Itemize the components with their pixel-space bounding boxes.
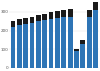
Bar xyxy=(61,10,66,17)
Bar xyxy=(68,17,72,68)
Bar xyxy=(74,49,79,51)
Bar xyxy=(55,18,60,68)
Bar xyxy=(80,40,85,44)
Bar xyxy=(42,14,47,20)
Bar xyxy=(17,19,22,25)
Bar xyxy=(87,17,92,68)
Bar xyxy=(23,24,28,68)
Bar xyxy=(87,10,92,17)
Bar xyxy=(49,19,54,68)
Bar xyxy=(93,2,98,10)
Bar xyxy=(49,12,54,19)
Bar xyxy=(30,23,34,68)
Bar xyxy=(11,27,15,68)
Bar xyxy=(68,9,72,17)
Bar xyxy=(11,21,15,27)
Bar xyxy=(55,11,60,18)
Bar xyxy=(74,51,79,68)
Bar xyxy=(80,44,85,68)
Bar xyxy=(30,17,34,23)
Bar xyxy=(23,18,28,24)
Bar xyxy=(42,20,47,68)
Bar xyxy=(61,17,66,68)
Bar xyxy=(36,21,41,68)
Bar xyxy=(17,25,22,68)
Bar xyxy=(93,10,98,68)
Bar xyxy=(36,15,41,21)
